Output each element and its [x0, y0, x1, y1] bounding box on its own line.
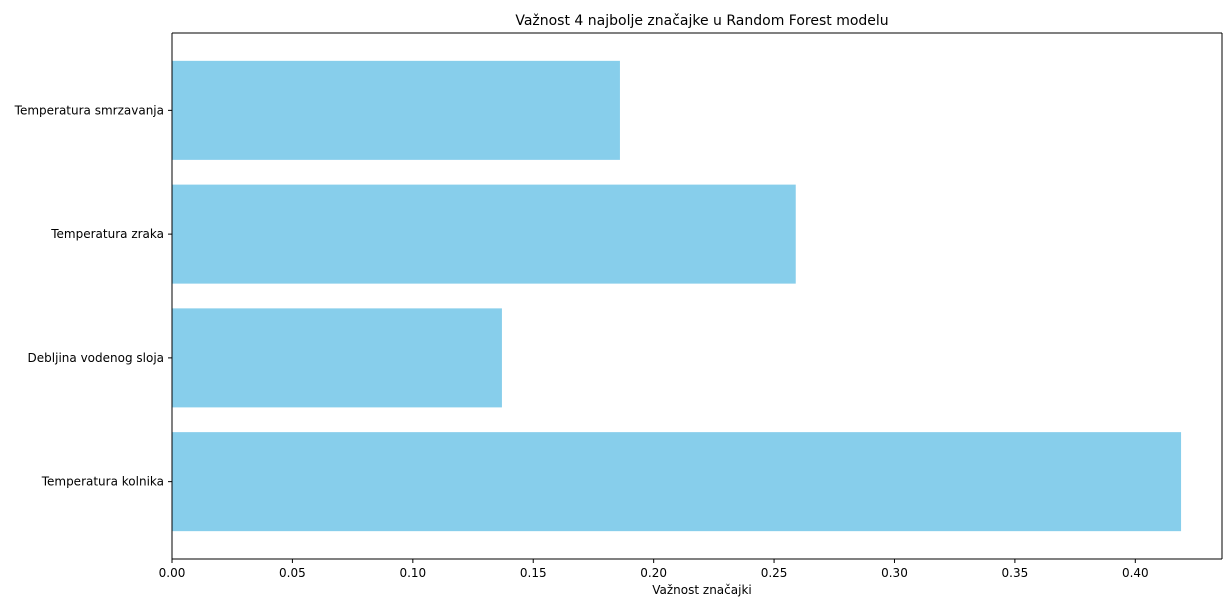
y-ticks-layer: Temperatura smrzavanja Temperatura zraka D… [14, 103, 172, 489]
x-tick-label: 0.05 [279, 566, 306, 580]
x-tick-label: 0.20 [640, 566, 667, 580]
chart-title: Važnost 4 najbolje značajke u Random For… [515, 13, 888, 29]
x-tick-label: 0.30 [881, 566, 908, 580]
x-tick-label: 0.10 [399, 566, 426, 580]
x-axis-label: Važnost značajki [652, 583, 751, 597]
x-ticks-layer: 0.00 0.05 0.10 0.15 0.20 0.25 0.30 0.35 0.40 [159, 559, 1149, 580]
bar-1 [172, 60, 620, 160]
bar-4 [172, 432, 1182, 532]
y-tick-label: Temperatura zraka [50, 227, 164, 241]
x-tick-label: 0.25 [761, 566, 788, 580]
y-tick-label: Temperatura smrzavanja [14, 103, 164, 117]
x-tick-label: 0.40 [1122, 566, 1149, 580]
y-tick-label: Debljina vodenog sloja [28, 351, 164, 365]
y-tick-label: Temperatura kolnika [41, 475, 164, 489]
bars-layer [172, 60, 1182, 532]
x-tick-label: 0.15 [520, 566, 547, 580]
bar-3 [172, 308, 502, 408]
x-tick-label: 0.00 [159, 566, 186, 580]
bar-2 [172, 184, 796, 284]
axes-layer [171, 32, 1223, 560]
x-tick-label: 0.35 [1002, 566, 1029, 580]
